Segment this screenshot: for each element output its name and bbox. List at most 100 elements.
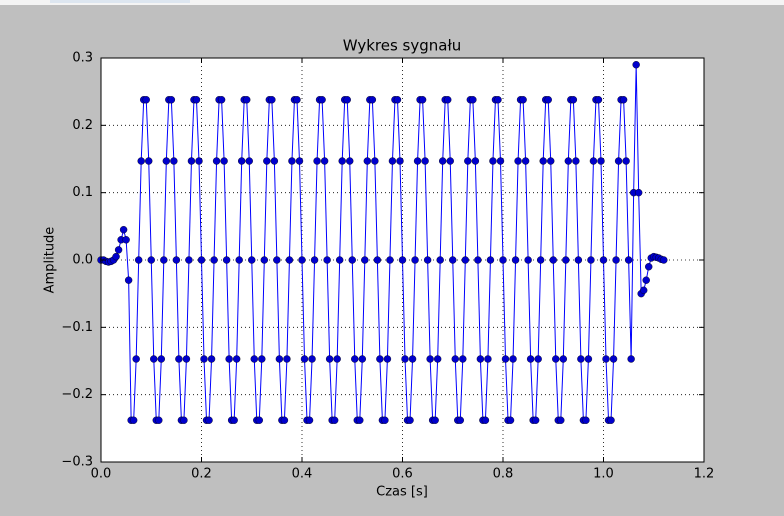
signal-point — [293, 96, 301, 104]
signal-point — [423, 256, 432, 264]
signal-point — [212, 157, 221, 165]
signal-point — [401, 355, 409, 363]
y-axis-label: Amplitude — [43, 227, 58, 294]
signal-point — [645, 263, 653, 271]
signal-point — [521, 157, 530, 165]
signal-point — [396, 157, 404, 165]
signal-point — [572, 157, 580, 165]
x-axis-label: Czas [s] — [376, 485, 428, 500]
signal-point — [582, 416, 590, 424]
signal-point — [338, 157, 346, 165]
signal-point — [624, 256, 633, 264]
signal-point — [150, 355, 158, 363]
signal-point — [474, 256, 482, 264]
signal-point — [398, 256, 407, 264]
signal-point — [356, 416, 364, 424]
signal-point — [300, 355, 309, 363]
x-tick-label: 0.6 — [392, 467, 413, 482]
signal-point — [383, 355, 392, 363]
signal-point — [640, 286, 648, 294]
signal-point — [185, 256, 193, 264]
signal-point — [323, 256, 331, 264]
signal-point — [285, 256, 294, 264]
signal-point — [325, 355, 334, 363]
signal-point — [162, 157, 171, 165]
signal-point — [559, 355, 567, 363]
ticks: 0.0 0.2 0.4 0.6 0.8 1.0 1.2 −0.3 −0.2 −0.1 0.0 0.1 0… — [61, 51, 714, 482]
signal-point — [489, 157, 497, 165]
signal-point — [577, 355, 585, 363]
window-tab — [50, 0, 190, 3]
signal-point — [260, 256, 269, 264]
signal-point — [484, 355, 492, 363]
signal-point — [351, 355, 359, 363]
signal-point — [501, 355, 510, 363]
signal-point — [421, 157, 429, 165]
signal-point — [320, 157, 329, 165]
y-tick-label: 0.0 — [72, 253, 93, 268]
signal-point — [363, 157, 372, 165]
signal-point — [235, 256, 243, 264]
signal-point — [524, 256, 532, 264]
signal-point — [230, 416, 238, 424]
signal-point — [514, 157, 522, 165]
signal-point — [210, 256, 218, 264]
signal-point — [446, 157, 454, 165]
signal-point — [268, 96, 276, 104]
signal-point — [313, 157, 321, 165]
signal-point — [263, 157, 271, 165]
signal-point — [574, 256, 583, 264]
signal-point — [376, 355, 384, 363]
signal-point — [552, 355, 560, 363]
signal-point — [308, 355, 316, 363]
signal-point — [459, 355, 467, 363]
signal-point — [388, 157, 397, 165]
marks — [97, 61, 668, 424]
signal-point — [310, 256, 319, 264]
signal-point — [155, 416, 163, 424]
signal-point — [406, 416, 414, 424]
signal-point — [449, 256, 457, 264]
signal-point — [305, 416, 314, 424]
signal-point — [371, 157, 379, 165]
signal-point — [660, 256, 668, 264]
signal-point — [333, 355, 341, 363]
x-tick-label: 1.0 — [593, 467, 614, 482]
signal-point — [594, 96, 603, 104]
signal-point — [180, 416, 188, 424]
signal-point — [157, 355, 166, 363]
signal-point — [145, 157, 153, 165]
signal-point — [112, 252, 120, 261]
signal-point — [519, 96, 527, 104]
signal-point — [361, 256, 369, 264]
signal-point — [619, 96, 628, 104]
signal-point — [622, 157, 630, 165]
signal-point — [258, 355, 266, 363]
signal-point — [494, 96, 502, 104]
signal-point — [511, 256, 520, 264]
signal-point — [346, 157, 354, 165]
x-tick-label: 0.0 — [91, 467, 112, 482]
signal-point — [225, 355, 233, 363]
signal-point — [531, 416, 540, 424]
signal-point — [461, 256, 470, 264]
y-tick-label: 0.3 — [72, 51, 93, 66]
signal-point — [486, 256, 495, 264]
signal-point — [137, 157, 145, 165]
signal-point — [444, 96, 452, 104]
signal-point — [273, 256, 281, 264]
signal-point — [634, 188, 643, 197]
signal-point — [589, 157, 598, 165]
signal-point — [464, 157, 472, 165]
signal-point — [569, 96, 578, 104]
x-tick-label: 0.4 — [292, 467, 313, 482]
signal-point — [451, 355, 459, 363]
signal-point — [187, 157, 196, 165]
signal-point — [431, 416, 439, 424]
x-tick-label: 0.2 — [191, 467, 212, 482]
signal-point — [597, 157, 605, 165]
signal-point — [232, 355, 241, 363]
signal-point — [584, 355, 593, 363]
signal-point — [506, 416, 515, 424]
